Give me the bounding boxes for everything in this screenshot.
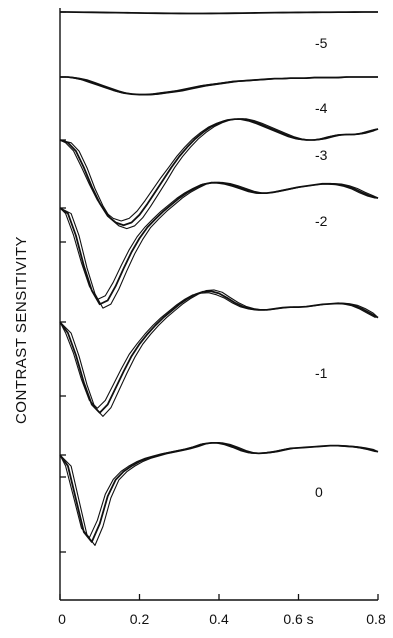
x-tick-label: 0 (58, 611, 66, 627)
series-label: -2 (315, 213, 328, 229)
series--5 (60, 11, 378, 15)
x-ticks: 0 0.2 0.4 0.6 s 0.8 (58, 594, 386, 627)
series-line (60, 76, 378, 96)
series-label: -3 (315, 147, 328, 163)
x-tick-label: 0.4 (209, 611, 229, 627)
y-axis-label: CONTRAST SENSITIVITY (13, 236, 30, 424)
series--1 (59, 289, 379, 417)
series-label: -1 (315, 365, 328, 381)
x-tick-label: 0.6 s (283, 611, 313, 627)
series--3 (59, 118, 379, 230)
series-line (60, 76, 378, 96)
series-line (59, 292, 376, 409)
y-ticks (60, 11, 66, 553)
series-line (59, 442, 376, 539)
series-line (59, 442, 379, 543)
series-line (59, 181, 379, 306)
series-line (59, 181, 379, 309)
series-line (59, 182, 376, 300)
series-label: -5 (315, 35, 328, 51)
series-label: -4 (315, 100, 328, 116)
series-line (59, 442, 379, 546)
series-line (59, 289, 379, 417)
series-labels: -5 -4 -3 -2 -1 0 (315, 35, 328, 500)
series--2 (59, 181, 379, 309)
series-line (59, 118, 379, 230)
series--4 (60, 76, 378, 96)
series-line (59, 118, 379, 227)
series-line (60, 76, 376, 95)
series-0 (59, 442, 379, 546)
series-line (60, 11, 376, 15)
x-tick-label: 0.8 (366, 611, 386, 627)
x-tick-label: 0.2 (130, 611, 150, 627)
series-group (59, 11, 379, 546)
series-line (59, 118, 376, 222)
axes-group: 0 0.2 0.4 0.6 s 0.8 (58, 8, 386, 627)
series-label: 0 (315, 484, 323, 500)
